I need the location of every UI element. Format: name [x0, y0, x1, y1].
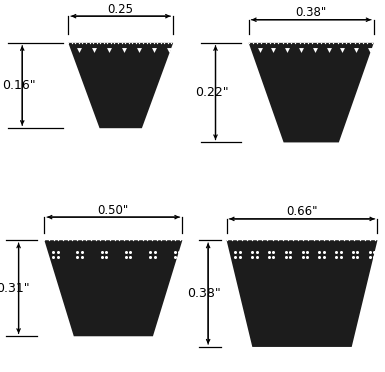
Text: 0.50": 0.50"	[98, 203, 129, 217]
Text: 0.25: 0.25	[108, 3, 134, 16]
Text: 0.38": 0.38"	[187, 287, 221, 300]
Polygon shape	[68, 43, 173, 128]
Text: 0.31": 0.31"	[0, 282, 30, 295]
Text: 0.22": 0.22"	[195, 86, 229, 99]
Polygon shape	[249, 43, 374, 142]
Text: 0.38": 0.38"	[296, 6, 327, 19]
Text: 0.66": 0.66"	[286, 205, 318, 218]
Text: 0.16": 0.16"	[2, 79, 35, 92]
Polygon shape	[44, 240, 182, 336]
Polygon shape	[226, 240, 377, 347]
